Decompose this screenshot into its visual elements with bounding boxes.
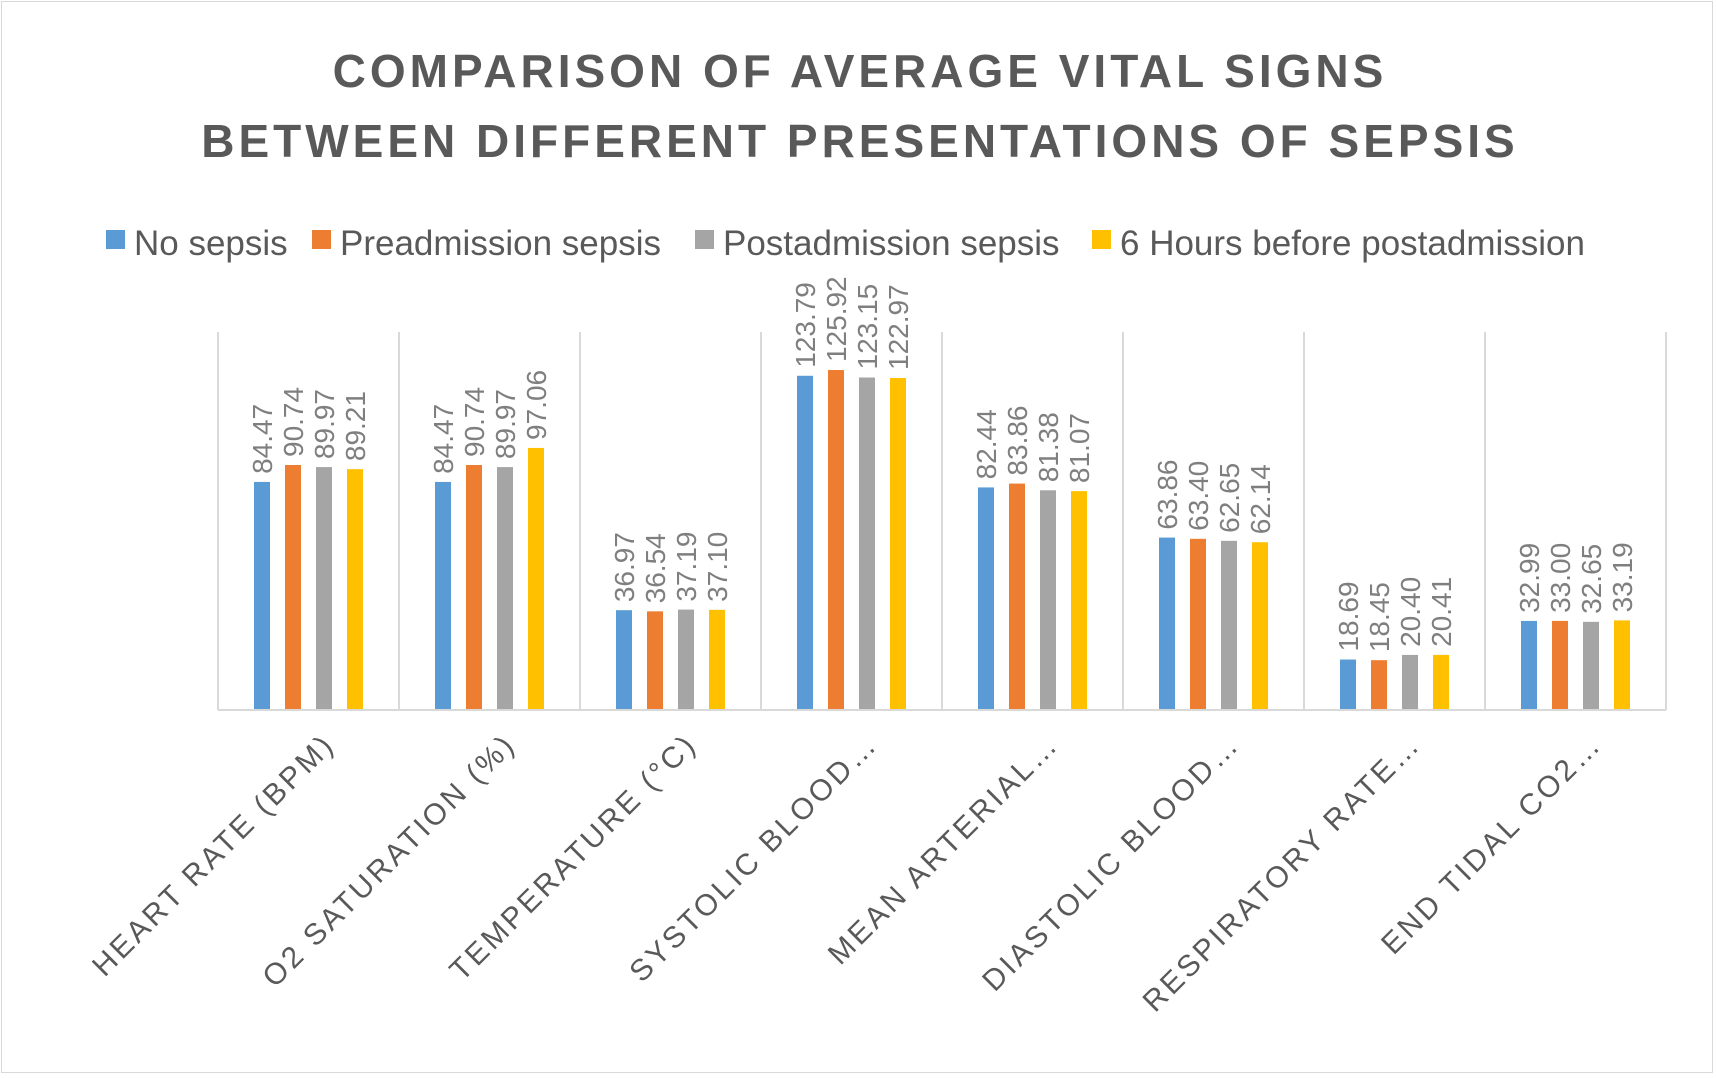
data-label: 63.86 <box>1152 459 1183 529</box>
legend-item: 6 Hours before postadmission <box>1092 224 1585 263</box>
data-label: 89.97 <box>490 389 521 459</box>
legend-item: Preadmission sepsis <box>312 224 661 263</box>
legend-item: No sepsis <box>106 224 288 263</box>
bar <box>1159 537 1175 710</box>
data-label: 20.40 <box>1395 577 1426 647</box>
legend-label: 6 Hours before postadmission <box>1120 224 1585 263</box>
bar <box>859 377 875 710</box>
data-label: 83.86 <box>1002 405 1033 475</box>
data-label: 62.65 <box>1214 463 1245 533</box>
data-label: 32.99 <box>1514 543 1545 613</box>
bar <box>709 609 725 710</box>
bar <box>1583 621 1599 710</box>
data-label: 89.21 <box>340 391 371 461</box>
bar <box>435 481 451 710</box>
bar <box>1340 659 1356 710</box>
data-label: 18.45 <box>1364 582 1395 652</box>
bar <box>1071 491 1087 710</box>
bar <box>616 610 632 710</box>
data-label: 125.92 <box>821 276 852 362</box>
data-label: 32.65 <box>1576 544 1607 614</box>
legend-label: Preadmission sepsis <box>340 224 661 263</box>
legend-swatch <box>695 230 714 249</box>
bar <box>797 375 813 710</box>
category-gridlines <box>217 332 1667 710</box>
bar <box>1552 620 1568 710</box>
legend-label: No sepsis <box>134 224 288 263</box>
bar <box>1433 654 1449 710</box>
bar <box>528 447 544 710</box>
bar <box>890 377 906 710</box>
data-label: 37.19 <box>671 532 702 602</box>
bar <box>1521 620 1537 710</box>
bar <box>1040 490 1056 710</box>
legend-swatch <box>312 230 331 249</box>
data-label: 84.47 <box>247 404 278 474</box>
data-label: 82.44 <box>971 409 1002 479</box>
bar <box>1371 660 1387 710</box>
bar <box>285 465 301 710</box>
bar <box>254 481 270 710</box>
data-label: 81.38 <box>1033 412 1064 482</box>
data-label: 90.74 <box>459 387 490 457</box>
bar <box>1190 538 1206 710</box>
data-label: 33.00 <box>1545 543 1576 613</box>
data-label: 36.54 <box>640 533 671 603</box>
category-axis-labels: HEART RATE (BPM)O2 SATURATION (%)TEMPERA… <box>86 728 1608 1019</box>
bar <box>497 467 513 710</box>
bar <box>1009 483 1025 710</box>
bar <box>978 487 994 710</box>
legend-swatch <box>106 230 125 249</box>
legend-swatch <box>1092 230 1111 249</box>
data-label: 123.79 <box>790 282 821 368</box>
legend: No sepsis Preadmission sepsis Postadmissio… <box>106 224 1585 263</box>
data-label: 36.97 <box>609 532 640 602</box>
chart-title-line-2: BETWEEN DIFFERENT PRESENTATIONS OF SEPSI… <box>201 115 1519 167</box>
data-label: 89.97 <box>309 389 340 459</box>
data-label: 20.41 <box>1426 577 1457 647</box>
bar <box>1614 620 1630 710</box>
data-label: 62.14 <box>1245 464 1276 534</box>
data-label: 97.06 <box>521 370 552 440</box>
bar <box>347 469 363 710</box>
bar <box>316 467 332 710</box>
chart-title: COMPARISON OF AVERAGE VITAL SIGNS BETWEE… <box>201 45 1519 167</box>
data-label: 84.47 <box>428 404 459 474</box>
data-label: 122.97 <box>883 284 914 370</box>
bar <box>678 609 694 710</box>
bar <box>828 370 844 710</box>
data-label: 90.74 <box>278 387 309 457</box>
bar <box>647 611 663 710</box>
data-label: 63.40 <box>1183 461 1214 531</box>
bar <box>1402 654 1418 710</box>
legend-item: Postadmission sepsis <box>695 224 1060 263</box>
bar <box>1252 542 1268 710</box>
data-label: 37.10 <box>702 532 733 602</box>
legend-label: Postadmission sepsis <box>723 224 1060 263</box>
data-label: 123.15 <box>852 284 883 370</box>
data-label: 18.69 <box>1333 581 1364 651</box>
chart-title-line-1: COMPARISON OF AVERAGE VITAL SIGNS <box>333 45 1388 97</box>
data-label: 33.19 <box>1607 542 1638 612</box>
data-labels: 84.47 90.74 89.97 89.21 84.47 90.74 89.97 97.06… <box>247 276 1638 652</box>
bar <box>466 465 482 710</box>
data-label: 81.07 <box>1064 413 1095 483</box>
bars <box>254 370 1630 710</box>
bar <box>1221 540 1237 710</box>
